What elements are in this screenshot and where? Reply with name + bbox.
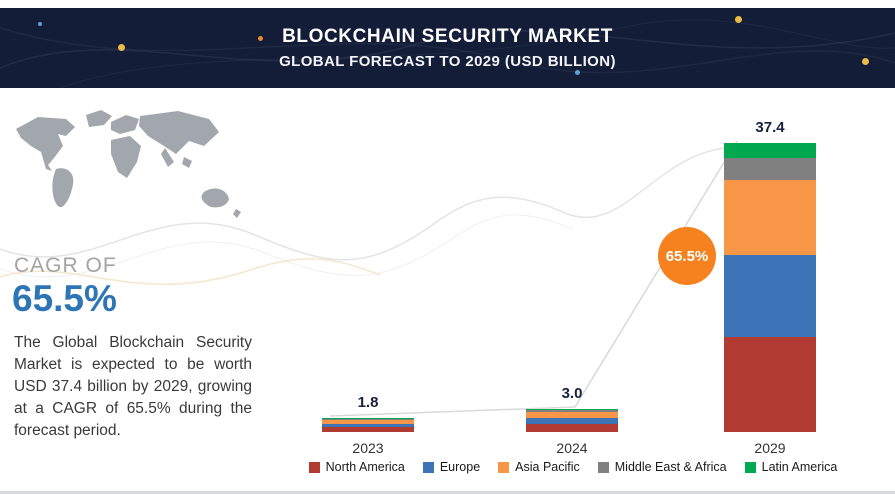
header-network-pattern — [0, 19, 895, 88]
market-description: The Global Blockchain Security Market is… — [14, 334, 252, 439]
legend-item: Asia Pacific — [498, 460, 580, 474]
page-title: BLOCKCHAIN SECURITY MARKET — [282, 26, 613, 47]
legend-label: Middle East & Africa — [614, 460, 727, 474]
world-map — [8, 100, 248, 240]
legend-swatch — [308, 461, 320, 473]
legend-item: Latin America — [744, 460, 838, 474]
world-map-graphic — [16, 110, 241, 218]
cagr-label: CAGR OF — [14, 254, 117, 277]
legend-label: Asia Pacific — [515, 460, 580, 474]
bar-2024 — [526, 408, 618, 432]
legend-swatch — [422, 461, 434, 473]
x-axis-label: 2024 — [556, 440, 588, 456]
background-wave-lines — [0, 146, 736, 286]
bar-segment-europe — [526, 417, 618, 425]
legend-swatch — [744, 461, 756, 473]
bar-2029 — [724, 143, 816, 432]
decorative-dot — [862, 58, 869, 65]
bar-segment-asia-pacific — [322, 420, 414, 424]
legend-label: Latin America — [761, 460, 838, 474]
bar-segment-middle-east-africa — [724, 157, 816, 181]
bar-segment-latin-america — [322, 418, 414, 419]
decorative-dot — [735, 16, 742, 23]
legend-swatch — [498, 461, 510, 473]
bar-segment-north-america — [322, 427, 414, 432]
decorative-dot — [38, 22, 42, 26]
bar-2023 — [322, 418, 414, 432]
legend-label: North America — [325, 460, 405, 474]
bar-total-label: 3.0 — [561, 384, 583, 402]
bar-segment-asia-pacific — [724, 180, 816, 256]
bar-segment-europe — [724, 255, 816, 337]
cagr-value: 65.5% — [12, 278, 117, 319]
x-axis-label: 2029 — [754, 440, 786, 456]
chart-legend: North America Europe Asia Pacific Middle Ea… — [258, 460, 888, 474]
legend-item: North America — [308, 460, 405, 474]
legend-item: Europe — [422, 460, 481, 474]
bar-segment-europe — [322, 423, 414, 428]
legend-label: Europe — [439, 460, 481, 474]
legend-swatch — [597, 461, 609, 473]
bar-segment-middle-east-africa — [526, 410, 618, 412]
bar-segment-latin-america — [724, 143, 816, 158]
bar-total-label: 37.4 — [755, 119, 785, 136]
bar-segment-asia-pacific — [526, 411, 618, 418]
page-subtitle: GLOBAL FORECAST TO 2029 (USD BILLION) — [279, 53, 616, 70]
bar-total-label: 1.8 — [357, 394, 379, 412]
decorative-dot — [258, 36, 263, 41]
decorative-dot — [575, 70, 580, 75]
bar-segment-north-america — [526, 424, 618, 432]
bar-segment-north-america — [724, 336, 816, 432]
cagr-badge: 65.5% — [658, 227, 716, 285]
bar-segment-middle-east-africa — [322, 418, 414, 421]
x-axis-label: 2023 — [352, 440, 384, 456]
legend-item: Middle East & Africa — [597, 460, 727, 474]
bar-segment-latin-america — [526, 408, 618, 410]
decorative-dot — [118, 44, 125, 51]
header-banner: BLOCKCHAIN SECURITY MARKET GLOBAL FORECA… — [0, 8, 895, 88]
